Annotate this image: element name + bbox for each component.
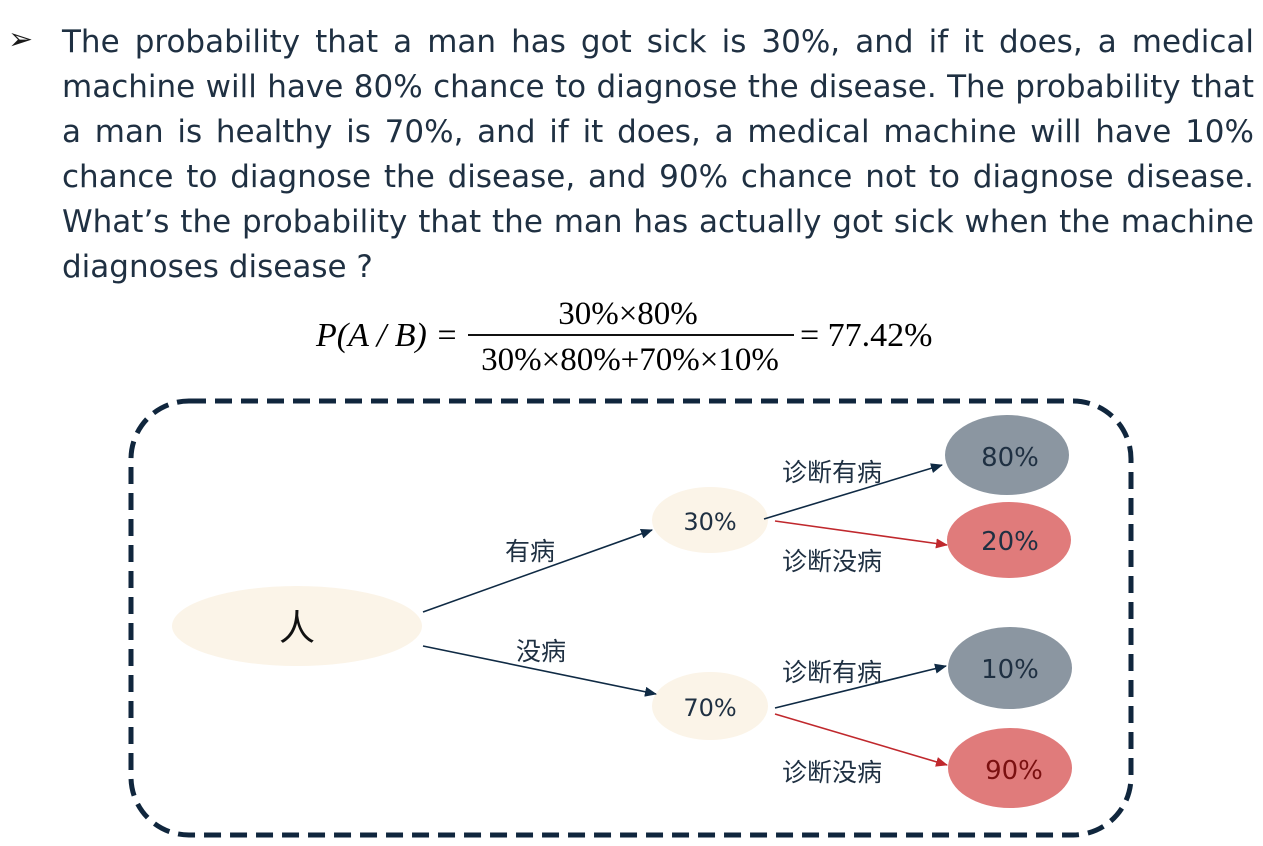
arrow-root-to-healthy bbox=[422, 645, 657, 697]
leaf-healthy-negative bbox=[948, 728, 1072, 808]
branch-healthy-label: 没病 bbox=[516, 637, 566, 666]
arrow-healthy-to-negative bbox=[774, 713, 948, 767]
arrow-sick-to-negative bbox=[774, 520, 948, 549]
arrow-healthy-to-positive bbox=[774, 663, 947, 709]
leaf-healthy-positive bbox=[948, 627, 1072, 709]
formula-numerator: 30%×80% bbox=[558, 296, 698, 332]
healthy-node-label: 70% bbox=[683, 694, 736, 722]
branch-sick-label: 有病 bbox=[505, 537, 555, 566]
leaf-healthy-positive-label: 10% bbox=[981, 655, 1039, 685]
leaf-sick-positive bbox=[945, 415, 1069, 495]
sick-node bbox=[652, 487, 768, 553]
diag-positive-label-bottom: 诊断有病 bbox=[782, 658, 882, 687]
diag-positive-label-top: 诊断有病 bbox=[782, 458, 882, 487]
formula-rhs: = 77.42% bbox=[800, 317, 933, 354]
leaf-sick-negative bbox=[947, 502, 1071, 578]
diag-negative-label-bottom: 诊断没病 bbox=[782, 758, 882, 787]
dashed-frame bbox=[128, 398, 1134, 838]
leaf-sick-positive-label: 80% bbox=[981, 443, 1039, 473]
diag-negative-label-top: 诊断没病 bbox=[782, 547, 882, 576]
arrow-sick-to-positive bbox=[763, 463, 943, 520]
root-label: 人 bbox=[279, 608, 315, 649]
bullet-arrow-icon: ➢ bbox=[8, 22, 34, 57]
root-node bbox=[172, 586, 422, 666]
leaf-sick-negative-label: 20% bbox=[981, 527, 1039, 557]
sick-node-label: 30% bbox=[683, 508, 736, 536]
problem-text: The probability that a man has got sick … bbox=[62, 24, 1254, 285]
healthy-node bbox=[652, 672, 768, 740]
formula-denominator: 30%×80%+70%×10% bbox=[481, 342, 779, 376]
leaf-healthy-negative-label: 90% bbox=[985, 756, 1043, 786]
formula-lhs: P(A / B) = bbox=[315, 317, 458, 354]
bayes-formula: P(A / B) = 30%×80% 30%×80%+70%×10% = 77.… bbox=[315, 296, 933, 376]
arrow-root-to-sick bbox=[422, 529, 653, 613]
